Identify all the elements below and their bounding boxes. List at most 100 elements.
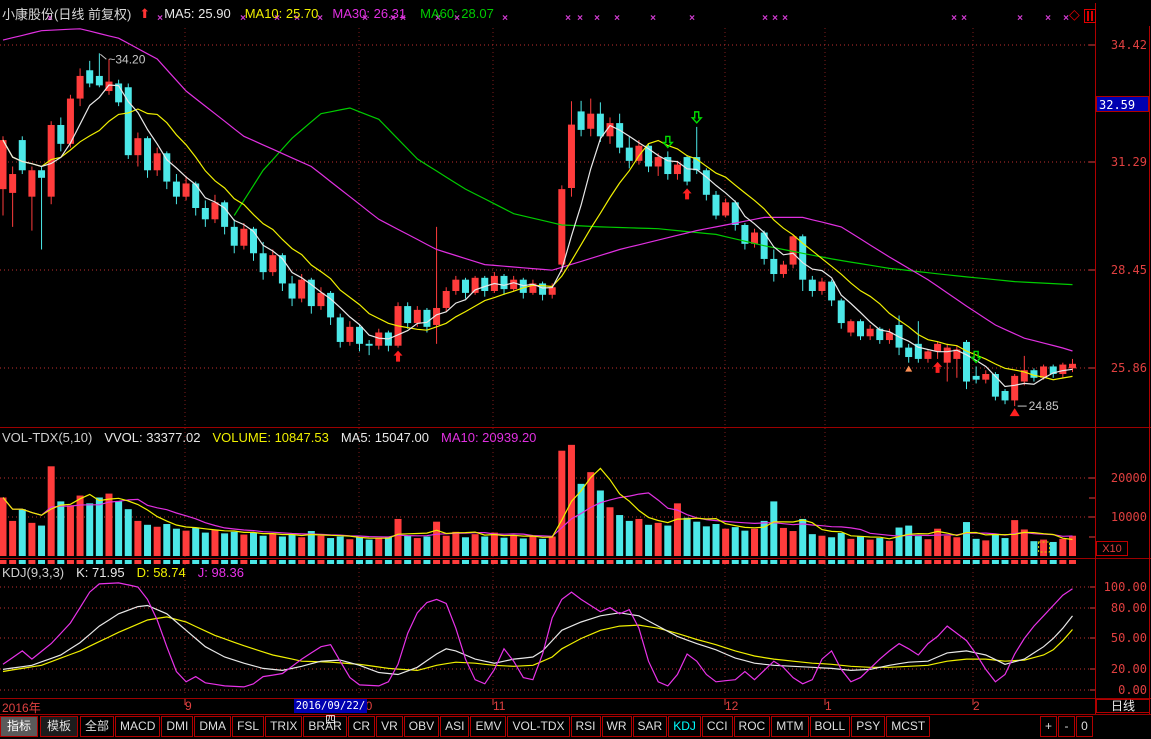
annotation-layer: ~34.20 24.85 bbox=[100, 52, 1059, 413]
svg-text:×: × bbox=[317, 13, 323, 24]
indicator-button-SAR[interactable]: SAR bbox=[632, 716, 668, 737]
volume-axis-label: 10000 bbox=[1110, 510, 1147, 524]
price-axis-label: 34.42 bbox=[1110, 38, 1147, 52]
volume-value-0: VVOL: 33377.02 bbox=[104, 430, 201, 445]
ma2-value: MA30: 26.31 bbox=[332, 6, 407, 21]
year-label: 2016年 bbox=[2, 701, 41, 715]
volume-value-3: MA10: 20939.20 bbox=[441, 430, 537, 445]
svg-text:×: × bbox=[240, 13, 246, 24]
kdj-axis-label: 0.00 bbox=[1118, 683, 1147, 697]
kdj-header: KDJ(9,3,3) K: 71.95 D: 58.74 J: 98.36 bbox=[2, 565, 244, 580]
indicator-button-BRAR[interactable]: BRAR bbox=[303, 716, 347, 737]
kdj-axis-label: 20.00 bbox=[1110, 662, 1147, 676]
svg-text:×: × bbox=[772, 13, 778, 24]
svg-text:~34.20: ~34.20 bbox=[108, 52, 145, 66]
price-axis-label: 31.29 bbox=[1110, 155, 1147, 169]
indicator-button-DMA[interactable]: DMA bbox=[194, 716, 232, 737]
indicator-button-MCST[interactable]: MCST bbox=[886, 716, 931, 737]
indicator-button-KDJ[interactable]: KDJ bbox=[668, 716, 701, 737]
month-label: 9 bbox=[185, 699, 192, 713]
month-label: 12 bbox=[725, 699, 739, 713]
indicator-button-VOL-TDX[interactable]: VOL-TDX bbox=[507, 716, 570, 737]
main-header: 小康股份(日线 前复权) ⬆ MA5: 25.90 MA10: 25.70 MA30… bbox=[2, 4, 494, 23]
svg-text:×: × bbox=[502, 13, 508, 24]
signal-markers-layer bbox=[393, 111, 1020, 417]
svg-text:×: × bbox=[390, 13, 396, 24]
svg-text:×: × bbox=[951, 13, 957, 24]
indicator-button-DMI[interactable]: DMI bbox=[161, 716, 194, 737]
svg-text:×: × bbox=[1063, 13, 1069, 24]
svg-text:×: × bbox=[577, 13, 583, 24]
svg-text:×: × bbox=[400, 13, 406, 24]
svg-text:24.85: 24.85 bbox=[1029, 399, 1059, 413]
zoom-button-0[interactable]: 0 bbox=[1076, 716, 1093, 737]
volume-axis-label: 20000 bbox=[1110, 471, 1147, 485]
toolbar-tab-模板[interactable]: 模板 bbox=[40, 716, 79, 737]
top-marks-layer: × × × × × × × × × × × × × × × × × × × × × × × × × × bbox=[47, 13, 1069, 24]
zoom-controls: + -0 bbox=[1040, 716, 1094, 737]
svg-text:×: × bbox=[274, 13, 280, 24]
svg-text:×: × bbox=[762, 13, 768, 24]
svg-text:×: × bbox=[565, 13, 571, 24]
svg-text:×: × bbox=[614, 13, 620, 24]
diamond-icon[interactable]: ◇ bbox=[1069, 6, 1080, 22]
month-label: 11 bbox=[493, 699, 506, 713]
month-label: 2 bbox=[973, 699, 980, 713]
indicator-button-MACD[interactable]: MACD bbox=[115, 716, 161, 737]
kdj-indicator-name: KDJ(9,3,3) bbox=[2, 565, 65, 580]
month-label: 1 bbox=[825, 699, 832, 713]
kdj-values: K: 71.95 D: 58.74 J: 98.36 bbox=[76, 565, 244, 580]
svg-text:×: × bbox=[454, 13, 460, 24]
kdj-value-2: J: 98.36 bbox=[197, 565, 244, 580]
period-selector[interactable]: 日线 bbox=[1096, 699, 1150, 713]
grid-layer bbox=[0, 28, 1095, 696]
candlestick-layer bbox=[0, 53, 1076, 407]
flag-up-icon: ⬆ bbox=[139, 5, 151, 21]
indicator-button-ASI[interactable]: ASI bbox=[440, 716, 470, 737]
ma1-value: MA10: 25.70 bbox=[244, 6, 319, 21]
window-split-icon[interactable] bbox=[1084, 9, 1096, 23]
indicator-button-MTM[interactable]: MTM bbox=[771, 716, 809, 737]
svg-text:×: × bbox=[1017, 13, 1023, 24]
volume-unit-badge: X10 bbox=[1096, 541, 1128, 556]
volume-value-2: MA5: 15047.00 bbox=[340, 430, 429, 445]
indicator-button-ROC[interactable]: ROC bbox=[733, 716, 771, 737]
cursor-date-tag: 2016/09/22/四 bbox=[294, 699, 367, 726]
svg-text:×: × bbox=[961, 13, 967, 24]
volume-layer bbox=[0, 444, 1076, 564]
indicator-button-全部[interactable]: 全部 bbox=[80, 716, 115, 737]
svg-text:×: × bbox=[157, 13, 163, 24]
cursor-price-tag: 32.59 bbox=[1096, 96, 1149, 112]
price-axis-label: 25.86 bbox=[1110, 361, 1147, 375]
zoom-button--[interactable]: - bbox=[1058, 716, 1075, 737]
kdj-value-1: D: 58.74 bbox=[136, 565, 186, 580]
indicator-button-OBV[interactable]: OBV bbox=[403, 716, 440, 737]
volume-header: VOL-TDX(5,10) VVOL: 33377.02 VOLUME: 1084… bbox=[2, 430, 536, 445]
volume-values: VVOL: 33377.02 VOLUME: 10847.53 MA5: 15047… bbox=[104, 430, 536, 445]
kdj-axis-label: 100.00 bbox=[1103, 580, 1147, 594]
indicator-toolbar: 指标模板全部MACDDMIDMAFSLTRIXBRARCRVROBVASIEMV… bbox=[0, 716, 931, 737]
ma0-value: MA5: 25.90 bbox=[164, 6, 231, 21]
svg-text:×: × bbox=[47, 13, 53, 24]
svg-text:×: × bbox=[594, 13, 600, 24]
price-axis-label: 28.45 bbox=[1110, 263, 1147, 277]
indicator-button-PSY[interactable]: PSY bbox=[851, 716, 886, 737]
toolbar-tab-指标[interactable]: 指标 bbox=[0, 716, 39, 737]
indicator-button-EMV[interactable]: EMV bbox=[470, 716, 507, 737]
indicator-button-CCI[interactable]: CCI bbox=[701, 716, 733, 737]
indicator-button-RSI[interactable]: RSI bbox=[570, 716, 601, 737]
svg-text:×: × bbox=[1045, 13, 1051, 24]
zoom-button-+[interactable]: + bbox=[1040, 716, 1057, 737]
svg-text:×: × bbox=[362, 13, 368, 24]
indicator-button-CR[interactable]: CR bbox=[347, 716, 376, 737]
indicator-button-BOLL[interactable]: BOLL bbox=[809, 716, 851, 737]
indicator-button-FSL[interactable]: FSL bbox=[232, 716, 265, 737]
volume-indicator-name: VOL-TDX(5,10) bbox=[2, 430, 93, 445]
indicator-button-VR[interactable]: VR bbox=[376, 716, 403, 737]
kdj-layer bbox=[2, 582, 1073, 688]
kdj-value-0: K: 71.95 bbox=[76, 565, 125, 580]
indicator-button-WR[interactable]: WR bbox=[601, 716, 632, 737]
indicator-button-TRIX[interactable]: TRIX bbox=[265, 716, 303, 737]
